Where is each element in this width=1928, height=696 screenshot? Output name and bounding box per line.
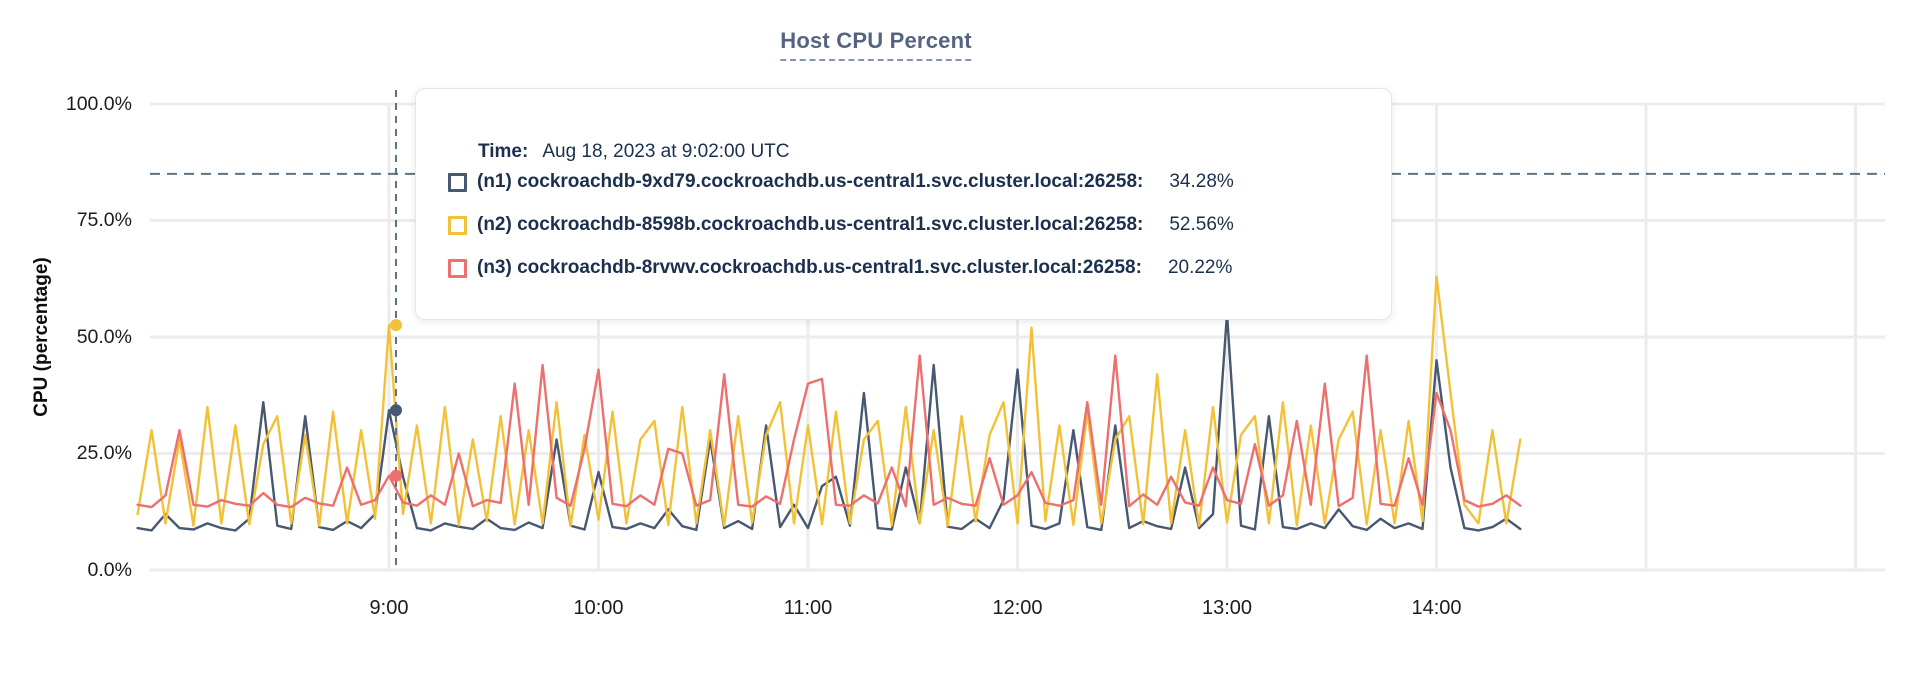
series-n1-swatch-icon	[448, 172, 467, 192]
series-n1-value: 34.28%	[1169, 171, 1234, 192]
series-n3-swatch-icon	[448, 258, 467, 278]
tooltip-time-value: Aug 18, 2023 at 9:02:00 UTC	[542, 141, 790, 162]
x-tick-13: 13:00	[1201, 597, 1253, 619]
tooltip-time-label: Time:	[478, 141, 529, 162]
y-tick-50: 50.0%	[76, 326, 132, 348]
y-tick-75: 75.0%	[76, 209, 132, 231]
series-n2-label: (n2) cockroachdb-8598b.cockroachdb.us-ce…	[477, 214, 1144, 235]
x-tick-9: 9:00	[369, 597, 409, 619]
x-tick-11: 11:00	[783, 597, 833, 619]
x-tick-14: 14:00	[1411, 597, 1462, 619]
series-n2-value: 52.56%	[1169, 214, 1234, 235]
tooltip-time-row: Time: Aug 18, 2023 at 9:02:00 UTC	[478, 141, 790, 163]
x-tick-12: 12:00	[992, 597, 1043, 619]
hover-tooltip: Time: Aug 18, 2023 at 9:02:00 UTC (n1) co…	[415, 88, 1392, 320]
series-n3-value: 20.22%	[1167, 257, 1233, 278]
y-tick-0: 0.0%	[87, 559, 132, 581]
tooltip-series-row-n2: (n2) cockroachdb-8598b.cockroachdb.us-ce…	[448, 214, 1234, 236]
series-n3-label: (n3) cockroachdb-8rvwv.cockroachdb.us-ce…	[477, 257, 1142, 278]
series-n1-label: (n1) cockroachdb-9xd79.cockroachdb.us-ce…	[477, 171, 1144, 192]
tooltip-series-row-n3: (n3) cockroachdb-8rvwv.cockroachdb.us-ce…	[448, 257, 1232, 279]
x-tick-10: 10:00	[573, 597, 624, 619]
chart-title: Host CPU Percent	[780, 28, 972, 61]
y-tick-25: 25.0%	[76, 442, 132, 464]
y-tick-100: 100.0%	[65, 93, 132, 115]
tooltip-series-row-n1: (n1) cockroachdb-9xd79.cockroachdb.us-ce…	[448, 171, 1234, 193]
series-n2-swatch-icon	[448, 215, 467, 235]
